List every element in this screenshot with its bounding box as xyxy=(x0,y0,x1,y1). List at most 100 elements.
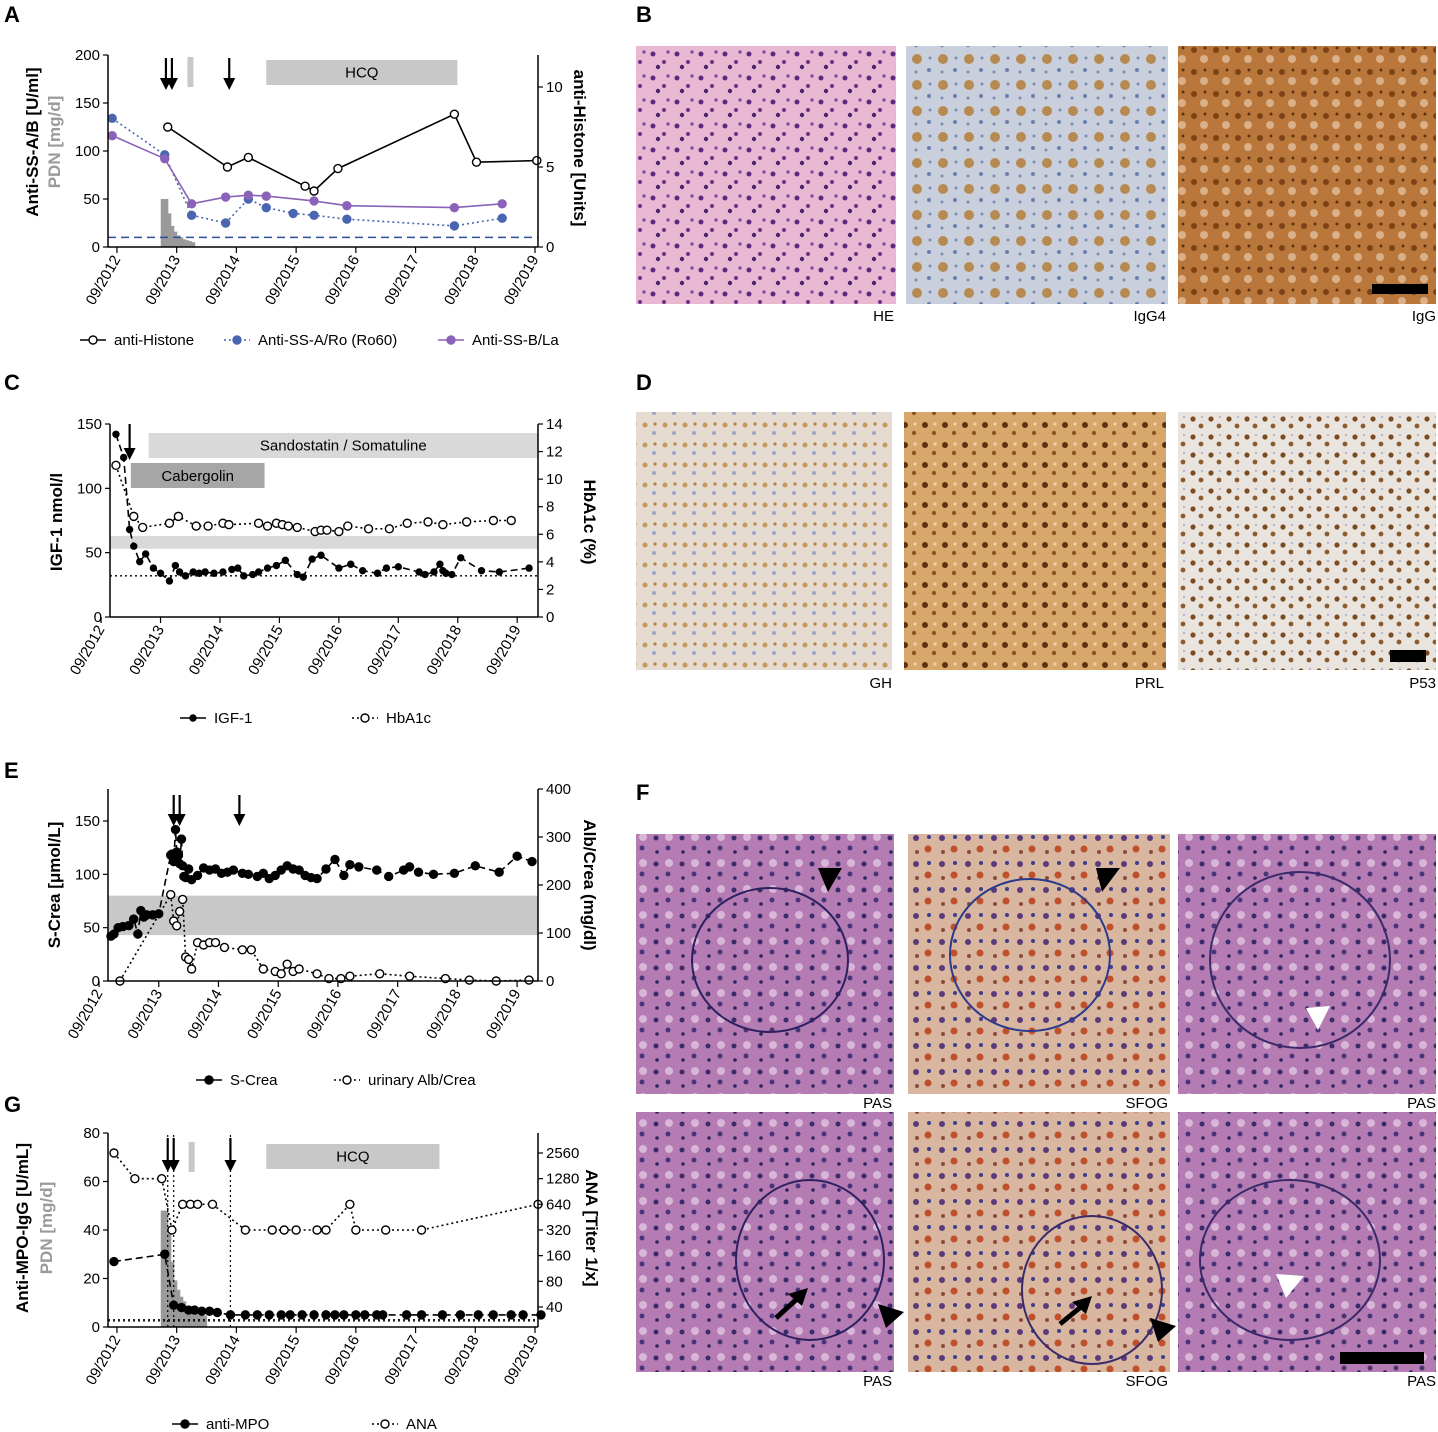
data-point xyxy=(197,1306,207,1316)
arrow-marker xyxy=(1058,1296,1092,1326)
y-tick-label-right: 0 xyxy=(546,239,554,256)
data-point xyxy=(339,1310,349,1320)
legend-swatch-marker xyxy=(204,1075,214,1085)
data-point xyxy=(173,511,184,522)
panel-letter-f: F xyxy=(636,780,649,805)
pdn-bar xyxy=(175,235,181,247)
y-tick-label: 100 xyxy=(77,480,102,497)
legend-swatch-marker xyxy=(342,1075,352,1085)
scale-bar xyxy=(1390,650,1426,662)
data-point xyxy=(488,1310,498,1320)
data-point xyxy=(473,1310,483,1320)
data-point xyxy=(207,1199,218,1210)
data-point xyxy=(351,1225,361,1235)
histology-label: PRL xyxy=(1135,675,1164,692)
x-tick-label: 09/2013 xyxy=(124,987,166,1042)
data-point xyxy=(124,920,134,931)
data-point xyxy=(177,894,188,905)
data-point xyxy=(345,860,355,870)
data-point xyxy=(272,561,281,570)
data-point xyxy=(183,864,194,874)
treatment-arrow-head xyxy=(123,448,136,460)
arrowhead-marker xyxy=(878,1304,904,1328)
data-point xyxy=(171,561,180,570)
data-point xyxy=(345,971,355,981)
y-tick-label: 50 xyxy=(83,191,100,208)
pdn-bar xyxy=(163,1210,169,1327)
data-point xyxy=(112,430,120,438)
data-point xyxy=(189,568,197,576)
y-tick-label-right: 2560 xyxy=(546,1145,579,1162)
chart-a: HCQ 0 50 100 150 200 0 5 10 09/2012 09/2013 09/2014… xyxy=(23,47,589,349)
data-point xyxy=(321,864,331,874)
data-point xyxy=(279,1225,289,1235)
therapy-bar-label: HCQ xyxy=(345,65,378,82)
data-point xyxy=(455,1310,466,1320)
data-point xyxy=(354,862,364,872)
data-point xyxy=(270,870,280,881)
y-tick-label: 80 xyxy=(83,1125,100,1142)
pdn-bar xyxy=(184,240,190,247)
x-tick-label: 09/2015 xyxy=(262,253,304,308)
y-tick-label: 100 xyxy=(75,143,100,160)
data-point xyxy=(220,192,231,202)
data-point xyxy=(449,221,460,231)
x-tick-label: 09/2016 xyxy=(304,623,346,678)
y-axis-title-left: Anti-MPO-IgG [U/mL] xyxy=(13,1143,32,1313)
treatment-arrow-head xyxy=(224,1160,237,1172)
data-point xyxy=(401,1310,412,1320)
pdn-bar xyxy=(160,1210,166,1327)
data-point xyxy=(309,196,319,206)
data-point xyxy=(243,869,254,880)
data-point xyxy=(512,851,522,861)
therapy-bar-hcq xyxy=(266,60,458,85)
therapy-bar-label: HCQ xyxy=(336,1149,369,1166)
series-line-anti-ss-b-la xyxy=(111,134,503,209)
data-point xyxy=(109,1148,119,1158)
y-tick-label: 100 xyxy=(75,866,100,883)
histology-image-pas xyxy=(1178,834,1436,1094)
data-point xyxy=(222,162,233,172)
arrowhead-marker xyxy=(1096,868,1120,892)
data-point xyxy=(130,1173,140,1184)
data-point xyxy=(312,969,322,979)
series-line-igf-1 xyxy=(115,434,530,583)
data-point xyxy=(351,1310,361,1320)
x-tick-label: 09/2014 xyxy=(202,253,244,308)
data-point xyxy=(234,564,242,572)
data-point xyxy=(128,914,139,924)
histology-panel-d: GH PRL P53 xyxy=(636,412,1436,692)
y-tick-label-right: 300 xyxy=(546,829,571,846)
y-tick-label: 50 xyxy=(83,920,100,937)
data-point xyxy=(195,569,203,577)
y-tick-label-right: 8 xyxy=(546,499,554,516)
data-point xyxy=(225,1310,236,1320)
y-tick-label: 0 xyxy=(92,973,100,990)
data-point xyxy=(322,525,332,535)
data-point xyxy=(321,1225,331,1235)
x-tick-label: 09/2019 xyxy=(501,1333,543,1388)
panel-letter-d: D xyxy=(636,370,652,395)
data-point xyxy=(312,873,322,884)
y-tick-label-right: 14 xyxy=(546,416,563,433)
y-tick-label-right: 400 xyxy=(546,781,571,798)
data-point xyxy=(294,865,304,875)
data-point xyxy=(263,564,272,572)
data-point xyxy=(404,862,415,872)
legend-swatch-marker xyxy=(380,1419,390,1429)
x-tick-label: 09/2019 xyxy=(501,253,543,308)
x-tick-label: 09/2017 xyxy=(381,1333,423,1388)
histology-panel-f: PAS SFOG PAS PAS SFOG PAS xyxy=(636,834,1436,1390)
data-point xyxy=(258,964,268,974)
data-point xyxy=(382,564,391,572)
data-point xyxy=(532,155,542,166)
series-line-hba1c xyxy=(115,465,512,533)
data-point xyxy=(174,906,185,917)
pdn-bar xyxy=(190,1310,196,1327)
data-point xyxy=(204,1306,215,1316)
data-point xyxy=(413,867,424,877)
pdn-bar xyxy=(190,242,196,247)
histology-label: HE xyxy=(873,308,894,325)
data-point xyxy=(228,865,239,875)
y-tick-label-right: 4 xyxy=(546,554,554,571)
